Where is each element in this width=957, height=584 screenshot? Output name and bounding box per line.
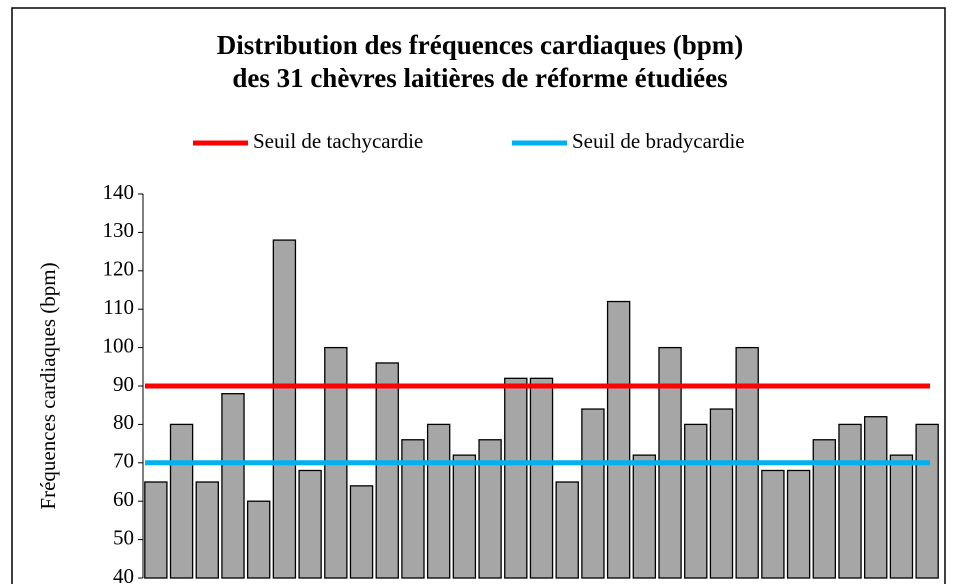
bar (221, 393, 245, 579)
y-axis-label: Fréquences cardiaques (bpm) (36, 262, 60, 509)
y-tick-label: 130 (103, 218, 135, 242)
bar (426, 423, 451, 579)
y-tick-label: 90 (113, 372, 134, 396)
chart-title: des 31 chèvres laitières de réforme étud… (232, 63, 727, 93)
bar (144, 481, 168, 579)
bar (529, 377, 554, 579)
bar (606, 300, 631, 579)
bar (298, 469, 322, 579)
y-tick-label: 120 (103, 257, 135, 281)
legend-label: Seuil de bradycardie (572, 129, 745, 153)
bar (761, 469, 785, 579)
bar (504, 377, 528, 579)
y-tick-label: 140 (103, 180, 135, 204)
bar (401, 439, 425, 579)
bar (478, 439, 502, 579)
y-tick-label: 110 (103, 295, 134, 319)
chart-title: Distribution des fréquences cardiaques (… (217, 30, 744, 60)
bar (889, 454, 914, 579)
bar (195, 481, 219, 579)
bar (684, 423, 708, 579)
bar (555, 481, 579, 579)
bar (632, 454, 657, 579)
bar (581, 408, 605, 579)
y-tick-label: 70 (113, 449, 134, 473)
bar (864, 416, 888, 579)
bar (838, 423, 862, 579)
y-tick-label: 100 (103, 333, 135, 357)
bar (349, 485, 374, 579)
y-tick-label: 50 (113, 525, 134, 549)
y-tick-label: 60 (113, 487, 134, 511)
bar (709, 408, 734, 579)
bar (375, 362, 399, 579)
bar (246, 500, 271, 579)
bar (812, 439, 837, 579)
y-tick-label: 80 (113, 410, 134, 434)
bar (169, 423, 194, 579)
legend-label: Seuil de tachycardie (253, 129, 423, 153)
bar (915, 423, 939, 579)
bar (786, 469, 811, 579)
y-tick-label: 40 (113, 564, 134, 584)
bar (452, 454, 477, 579)
bar (272, 239, 297, 579)
